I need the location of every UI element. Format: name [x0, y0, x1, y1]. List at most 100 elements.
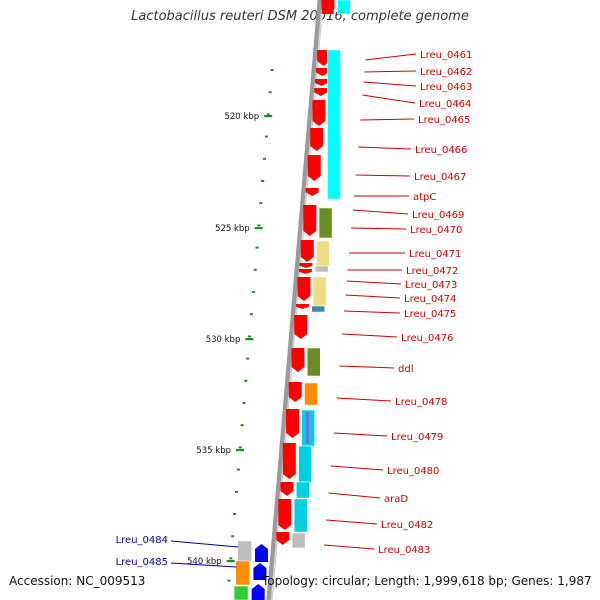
- scale-tick: [231, 535, 235, 538]
- gene-leader-line: [326, 519, 378, 525]
- gene-label-reverse: Lreu_0485: [116, 557, 168, 568]
- cds-arrow: [299, 263, 313, 268]
- cds-arrow-reverse: [253, 563, 267, 580]
- cds-arrow: [321, 0, 334, 14]
- scale-tick-major: [245, 338, 254, 341]
- cds-arrow-reverse: [254, 544, 268, 562]
- gene-label: Lreu_0466: [415, 145, 467, 156]
- gene-leader-line: [355, 174, 411, 177]
- scale-tick: [257, 224, 261, 227]
- cds-arrow: [314, 88, 328, 96]
- cds-arrow: [307, 155, 321, 181]
- gene-label: Lreu_0470: [410, 225, 462, 236]
- gene-label-reverse: Lreu_0484: [116, 535, 168, 546]
- scale-tick: [248, 335, 252, 338]
- gene-label: Lreu_0480: [387, 466, 439, 477]
- accession-label: Accession: NC_009513: [9, 574, 146, 588]
- cds-arrow: [315, 79, 329, 86]
- scale-tick: [236, 468, 240, 471]
- gene-leader-line: [170, 540, 239, 548]
- gene-label: ddl: [398, 364, 413, 375]
- scale-tick: [259, 202, 263, 205]
- gene-leader-line: [333, 432, 388, 437]
- cog-bar: [337, 0, 351, 15]
- cog-bar: [327, 49, 341, 200]
- gene-label: Lreu_0482: [381, 520, 433, 531]
- cds-arrow: [315, 68, 329, 76]
- gene-leader-line: [352, 209, 409, 215]
- gene-leader-line: [344, 310, 401, 314]
- scale-label: 530 kbp: [206, 335, 241, 345]
- scale-tick: [263, 157, 267, 160]
- scale-tick: [242, 402, 246, 404]
- scale-tick: [238, 446, 242, 449]
- gene-leader-line: [363, 81, 417, 87]
- gene-label: Lreu_0473: [405, 280, 457, 291]
- gene-leader-line: [339, 365, 395, 369]
- cog-bar: [235, 560, 251, 586]
- scale-tick: [233, 513, 237, 515]
- scale-tick: [229, 557, 233, 560]
- cog-bar: [314, 265, 329, 273]
- scale-label: 540 kbp: [187, 557, 222, 567]
- gene-label: Lreu_0478: [395, 397, 447, 408]
- cog-bar: [304, 382, 318, 406]
- gene-label: Lreu_0469: [412, 210, 464, 221]
- cog-bar: [296, 481, 310, 499]
- gene-leader-line: [336, 397, 392, 402]
- backbone-ring: [266, 0, 324, 600]
- cds-arrow: [276, 532, 290, 545]
- cog-bar: [298, 445, 312, 483]
- cds-arrow: [305, 188, 319, 196]
- gene-leader-line: [365, 53, 417, 61]
- scale-tick: [234, 490, 238, 493]
- gene-leader-line: [360, 118, 415, 121]
- gene-label: Lreu_0476: [401, 333, 453, 344]
- cds-arrow: [317, 50, 331, 66]
- gene-label: Lreu_0483: [378, 545, 430, 556]
- gene-label: Lreu_0462: [420, 67, 472, 78]
- cds-arrow: [278, 499, 292, 530]
- scale-tick-major: [264, 115, 273, 118]
- scale-tick: [244, 379, 248, 382]
- cds-arrow: [300, 240, 314, 262]
- scale-tick: [270, 69, 274, 71]
- cds-arrow-reverse: [251, 584, 265, 600]
- gene-label: Lreu_0465: [418, 115, 470, 126]
- cds-arrow: [312, 100, 326, 126]
- gene-label: Lreu_0463: [420, 82, 472, 93]
- map-title: Lactobacillus reuteri DSM 20016, complet…: [131, 9, 469, 24]
- scale-tick: [268, 91, 272, 94]
- cds-arrow: [282, 443, 296, 479]
- scale-label: 520 kbp: [224, 112, 259, 122]
- cds-arrow: [286, 409, 300, 438]
- cds-arrow: [298, 269, 312, 274]
- cog-bar: [306, 347, 321, 377]
- gene-leader-line: [362, 94, 416, 104]
- gene-leader-line: [324, 544, 375, 550]
- gene-label: Lreu_0467: [414, 172, 466, 183]
- gene-leader-line: [351, 227, 407, 230]
- gene-label: atpC: [413, 192, 436, 203]
- gene-label: Lreu_0479: [391, 432, 443, 443]
- cog-bar: [306, 412, 310, 444]
- cds-arrow: [288, 382, 302, 402]
- cds-arrow: [291, 348, 305, 372]
- cog-bar: [312, 276, 327, 307]
- scale-tick-major: [236, 449, 245, 452]
- cog-bar: [237, 540, 252, 562]
- scale-tick: [249, 313, 253, 316]
- scale-tick: [266, 113, 270, 116]
- cds-arrow: [310, 128, 324, 151]
- cog-bar: [233, 585, 249, 600]
- gene-leader-line: [170, 562, 237, 568]
- cds-arrow: [295, 304, 309, 309]
- cog-bar: [291, 532, 306, 549]
- scale-tick: [264, 135, 268, 138]
- gene-leader-line: [364, 70, 417, 73]
- scale-tick: [227, 579, 231, 582]
- scale-label: 535 kbp: [196, 446, 231, 456]
- scale-tick: [255, 246, 259, 249]
- scale-tick-major: [226, 560, 235, 563]
